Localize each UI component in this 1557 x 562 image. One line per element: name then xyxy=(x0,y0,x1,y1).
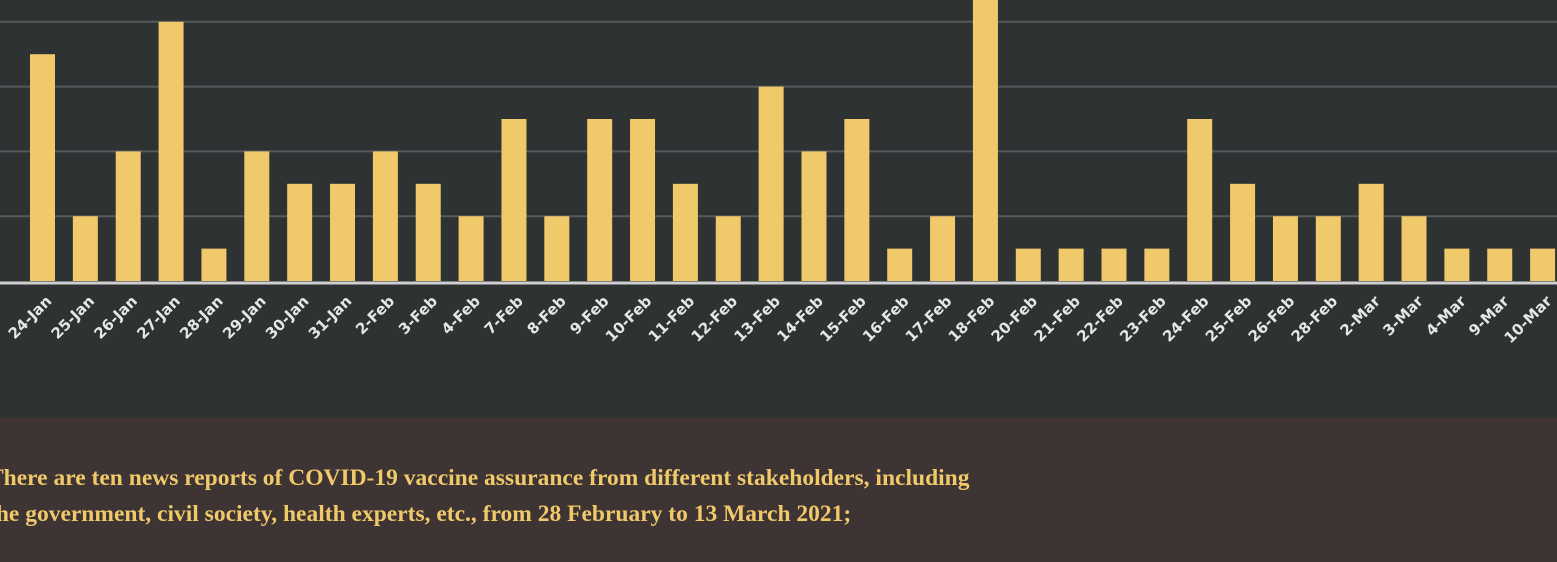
caption-line-2: the government, civil society, health ex… xyxy=(0,501,852,527)
x-tick-label: 22-Feb xyxy=(1073,292,1127,346)
x-tick-label: 13-Feb xyxy=(730,292,784,346)
x-tick-label: 2-Mar xyxy=(1337,292,1385,340)
bar-14-Feb xyxy=(801,151,827,281)
bar-22-Feb xyxy=(1101,248,1127,281)
x-tick-label: 27-Jan xyxy=(133,292,184,343)
bar-28-Feb xyxy=(1315,216,1341,281)
x-tick-label: 25-Feb xyxy=(1202,292,1256,346)
bar-10-Mar xyxy=(1530,248,1556,281)
x-tick-label: 14-Feb xyxy=(773,292,827,346)
x-tick-label: 28-Jan xyxy=(176,292,227,343)
x-tick-label: 2-Feb xyxy=(352,292,398,338)
caption-line-1: There are ten news reports of COVID-19 v… xyxy=(0,465,970,491)
x-tick-label: 30-Jan xyxy=(262,292,313,343)
bar-28-Jan xyxy=(201,248,227,281)
caption-panel: There are ten news reports of COVID-19 v… xyxy=(0,418,1557,562)
bar-29-Jan xyxy=(244,151,270,281)
x-tick-label: 8-Feb xyxy=(524,292,570,338)
bar-26-Feb xyxy=(1272,216,1298,281)
bar-25-Feb xyxy=(1230,183,1256,281)
bar-25-Jan xyxy=(72,216,98,281)
bar-31-Jan xyxy=(330,183,356,281)
bar-8-Feb xyxy=(544,216,570,281)
x-tick-label: 28-Feb xyxy=(1288,292,1342,346)
bar-17-Feb xyxy=(930,216,956,281)
bar-3-Mar xyxy=(1401,216,1427,281)
x-tick-label: 10-Mar xyxy=(1501,292,1556,347)
x-tick-label: 24-Feb xyxy=(1159,292,1213,346)
bar-2-Feb xyxy=(372,151,398,281)
bar-26-Jan xyxy=(115,151,141,281)
x-tick-label: 20-Feb xyxy=(988,292,1042,346)
x-tick-label: 21-Feb xyxy=(1030,292,1084,346)
bar-15-Feb xyxy=(844,119,870,281)
x-tick-label: 26-Feb xyxy=(1245,292,1299,346)
x-tick-label: 4-Mar xyxy=(1422,292,1470,340)
bar-20-Feb xyxy=(1015,248,1041,281)
bar-24-Feb xyxy=(1187,119,1213,281)
bar-16-Feb xyxy=(887,248,913,281)
bars xyxy=(30,0,1556,282)
x-tick-label: 7-Feb xyxy=(481,292,527,338)
x-tick-label: 25-Jan xyxy=(48,292,99,343)
x-tick-label: 11-Feb xyxy=(645,292,699,346)
x-tick-label: 16-Feb xyxy=(859,292,913,346)
bar-9-Mar xyxy=(1487,248,1513,281)
x-tick-label: 10-Feb xyxy=(602,292,656,346)
bar-4-Mar xyxy=(1444,248,1470,281)
x-tick-label: 24-Jan xyxy=(5,292,56,343)
bar-23-Feb xyxy=(1144,248,1170,281)
bar-2-Mar xyxy=(1358,183,1384,281)
x-tick-label: 31-Jan xyxy=(305,292,356,343)
x-tick-label: 4-Feb xyxy=(438,292,484,338)
chart-area: 24-Jan 25-Jan 26-Jan 27-Jan 28-Jan 29-Jan 30-J… xyxy=(0,0,1557,347)
bar-27-Jan xyxy=(158,21,184,282)
bar-chart: 24-Jan25-Jan26-Jan27-Jan28-Jan29-Jan30-J… xyxy=(0,0,1557,347)
x-tick-label: 15-Feb xyxy=(816,292,870,346)
bar-12-Feb xyxy=(715,216,741,281)
x-tick-label: 18-Feb xyxy=(945,292,999,346)
x-tick-label: 12-Feb xyxy=(688,292,742,346)
bar-30-Jan xyxy=(287,183,313,281)
bar-3-Feb xyxy=(415,183,441,281)
x-tick-label: 23-Feb xyxy=(1116,292,1170,346)
bar-7-Feb xyxy=(501,119,527,281)
bar-24-Jan xyxy=(30,54,55,282)
x-tick-label: 3-Mar xyxy=(1379,292,1427,340)
bar-9-Feb xyxy=(587,119,613,281)
x-tick-label: 3-Feb xyxy=(395,292,441,338)
bar-13-Feb xyxy=(758,86,784,281)
x-tick-labels: 24-Jan25-Jan26-Jan27-Jan28-Jan29-Jan30-J… xyxy=(5,292,1556,347)
bar-4-Feb xyxy=(458,216,484,281)
x-tick-label: 26-Jan xyxy=(91,292,142,343)
bar-10-Feb xyxy=(630,119,656,281)
bar-18-Feb xyxy=(972,0,998,282)
x-tick-label: 29-Jan xyxy=(219,292,270,343)
caption-text: There are ten news reports of COVID-19 v… xyxy=(0,460,1548,532)
bar-21-Feb xyxy=(1058,248,1084,281)
x-tick-label: 17-Feb xyxy=(902,292,956,346)
bar-11-Feb xyxy=(672,183,698,281)
